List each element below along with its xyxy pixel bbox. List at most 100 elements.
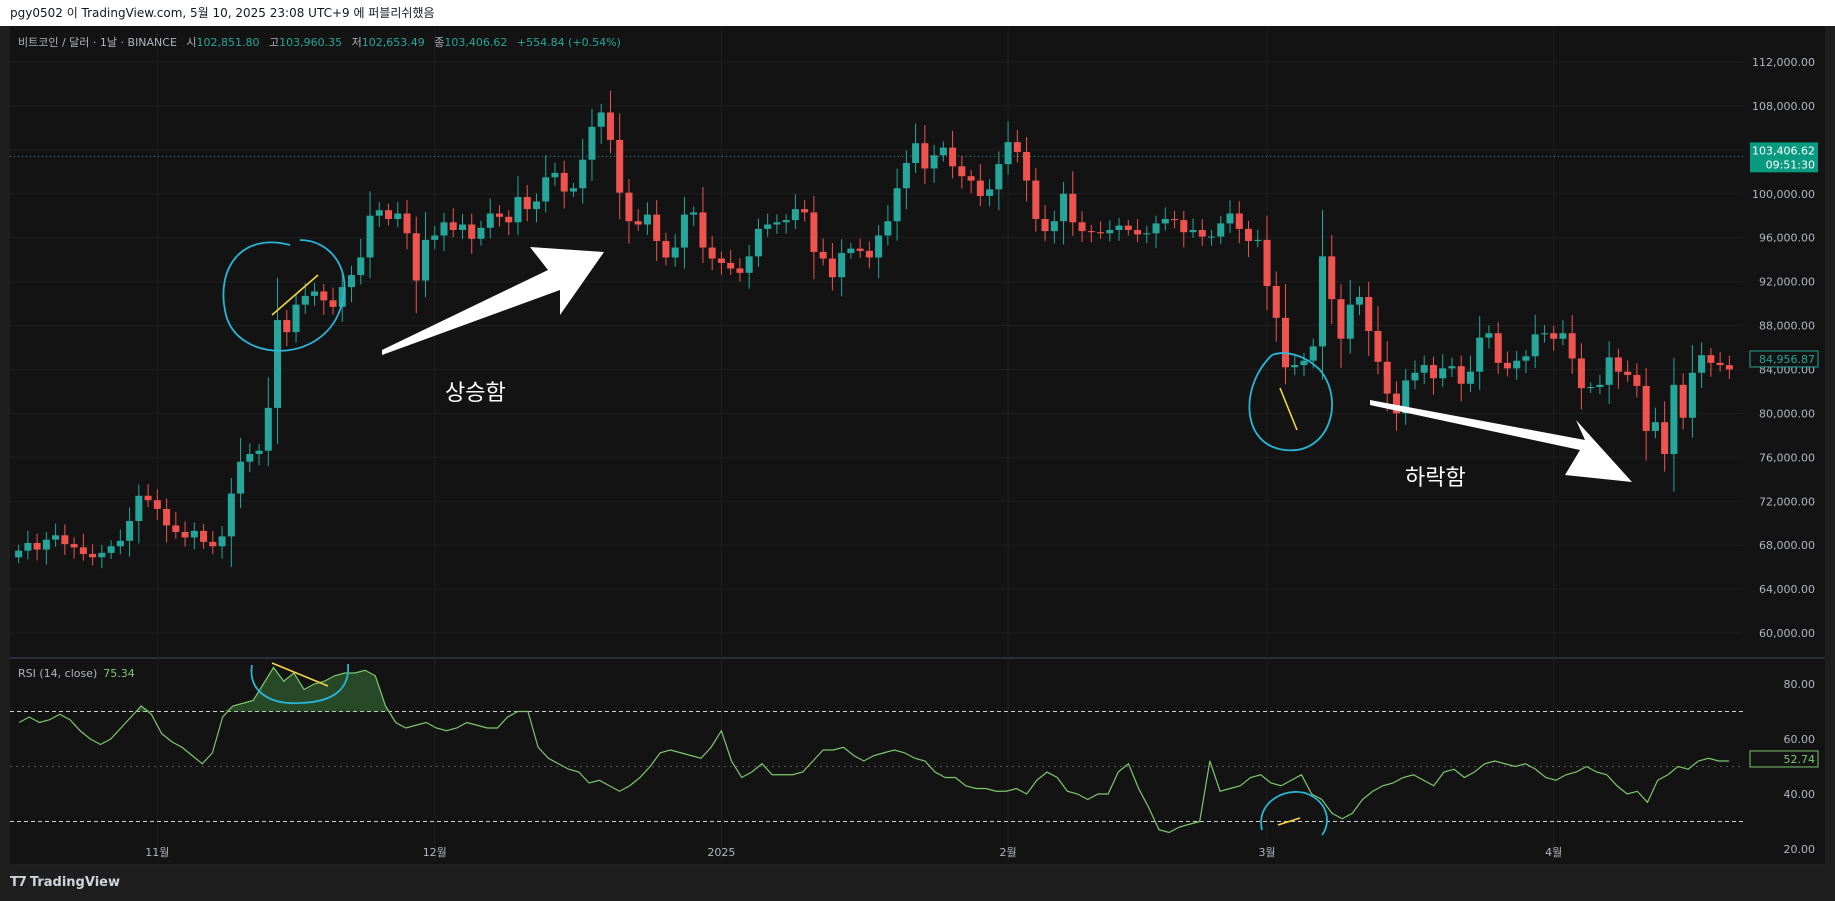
candle bbox=[690, 206, 698, 227]
candle-body bbox=[1605, 357, 1613, 385]
candle bbox=[875, 224, 883, 279]
candle-body bbox=[135, 495, 143, 522]
candle bbox=[1115, 217, 1123, 241]
candle bbox=[1642, 367, 1650, 461]
candle-body bbox=[958, 166, 966, 177]
candle-body bbox=[1041, 219, 1049, 232]
time-tick-label: 2025 bbox=[707, 846, 735, 859]
tradingview-brand[interactable]: 𝗧𝟳 TradingView bbox=[10, 875, 120, 890]
candle-body bbox=[1245, 228, 1253, 241]
candle-body bbox=[1106, 229, 1114, 234]
candle bbox=[847, 243, 855, 259]
candle-body bbox=[1309, 346, 1317, 361]
candle bbox=[1707, 348, 1715, 377]
candle bbox=[1476, 316, 1484, 390]
candle bbox=[625, 179, 633, 244]
candle-body bbox=[1466, 371, 1474, 384]
candle-body bbox=[1300, 360, 1308, 366]
candle bbox=[606, 90, 614, 154]
candle-body bbox=[976, 180, 984, 196]
candle-body bbox=[671, 247, 679, 258]
candle-body bbox=[329, 300, 337, 307]
candle-body bbox=[1716, 362, 1724, 366]
down-arrow-icon bbox=[1370, 400, 1632, 482]
candle bbox=[773, 214, 781, 234]
candle-body bbox=[1208, 236, 1216, 238]
candle-body bbox=[902, 163, 910, 189]
publish-info-text: pgy0502 이 TradingView.com, 5월 10, 2025 2… bbox=[10, 6, 435, 20]
candle bbox=[1161, 207, 1169, 231]
candle-body bbox=[653, 214, 661, 241]
candle bbox=[283, 309, 291, 347]
candle-body bbox=[107, 546, 115, 553]
candle-body bbox=[98, 552, 106, 558]
candle bbox=[172, 511, 180, 539]
rsi-value: 75.34 bbox=[103, 667, 135, 680]
candle-body bbox=[274, 320, 282, 408]
candle-body bbox=[311, 291, 319, 296]
candle bbox=[912, 123, 920, 173]
candle-body bbox=[1457, 366, 1465, 384]
candle-body bbox=[421, 239, 430, 281]
candle bbox=[440, 212, 448, 252]
trend-line-annotation bbox=[271, 662, 329, 687]
candle-body bbox=[338, 287, 346, 307]
candle-body bbox=[227, 493, 235, 537]
rsi-indicator bbox=[10, 666, 1743, 834]
candle bbox=[458, 213, 467, 239]
candle-body bbox=[1180, 220, 1188, 233]
candle-body bbox=[754, 228, 762, 257]
candle-body bbox=[1596, 384, 1604, 388]
candle bbox=[274, 277, 282, 444]
candle-body bbox=[1383, 361, 1391, 394]
candle bbox=[329, 287, 337, 315]
candle-body bbox=[33, 542, 41, 550]
candle bbox=[921, 125, 929, 184]
candle bbox=[1531, 314, 1539, 369]
circle-annotation-icon bbox=[222, 239, 346, 352]
candle-body bbox=[893, 188, 901, 222]
candle bbox=[1383, 341, 1391, 412]
rsi-title[interactable]: RSI (14, close) bbox=[18, 667, 98, 680]
open-label: 시 bbox=[186, 36, 197, 49]
candle bbox=[126, 507, 134, 557]
chart-frame[interactable] bbox=[10, 26, 1825, 865]
candle bbox=[1272, 271, 1280, 342]
candle bbox=[1540, 325, 1548, 343]
candle bbox=[1439, 354, 1447, 387]
candle bbox=[1605, 341, 1613, 404]
candle-body bbox=[986, 189, 994, 196]
candle-body bbox=[116, 540, 124, 547]
symbol-name[interactable]: 비트코인 / 달러 · 1날 · BINANCE bbox=[18, 36, 177, 49]
candle-body bbox=[819, 251, 827, 259]
symbol-legend[interactable]: 비트코인 / 달러 · 1날 · BINANCE 시102,851.80 고10… bbox=[18, 34, 621, 50]
candle-body bbox=[403, 213, 411, 234]
candle-body bbox=[1346, 304, 1354, 339]
candle bbox=[1698, 342, 1706, 388]
candle bbox=[1041, 204, 1049, 242]
price-tick-label: 108,000.00 bbox=[1752, 100, 1815, 113]
candle bbox=[1337, 284, 1345, 368]
candle-body bbox=[200, 530, 208, 542]
candle-body bbox=[1429, 365, 1437, 379]
candle bbox=[1143, 225, 1151, 244]
candle bbox=[320, 284, 328, 315]
candle-body bbox=[1374, 331, 1382, 362]
candle bbox=[1208, 230, 1216, 246]
rsi-legend[interactable]: RSI (14, close) 75.34 bbox=[18, 667, 135, 680]
candle-body bbox=[930, 155, 938, 169]
candle-body bbox=[736, 268, 744, 273]
rsi-current-label: 52.74 bbox=[1784, 753, 1816, 766]
candle-body bbox=[1688, 372, 1696, 418]
candle bbox=[902, 150, 910, 210]
candle-body bbox=[782, 220, 790, 223]
candle-body bbox=[255, 450, 263, 455]
time-tick-label: 2월 bbox=[1000, 846, 1017, 859]
candle-body bbox=[643, 214, 651, 225]
candle bbox=[1226, 200, 1234, 233]
candle-body bbox=[348, 275, 356, 288]
candle bbox=[893, 168, 901, 241]
candle bbox=[1060, 181, 1068, 245]
candle-body bbox=[1485, 333, 1493, 338]
